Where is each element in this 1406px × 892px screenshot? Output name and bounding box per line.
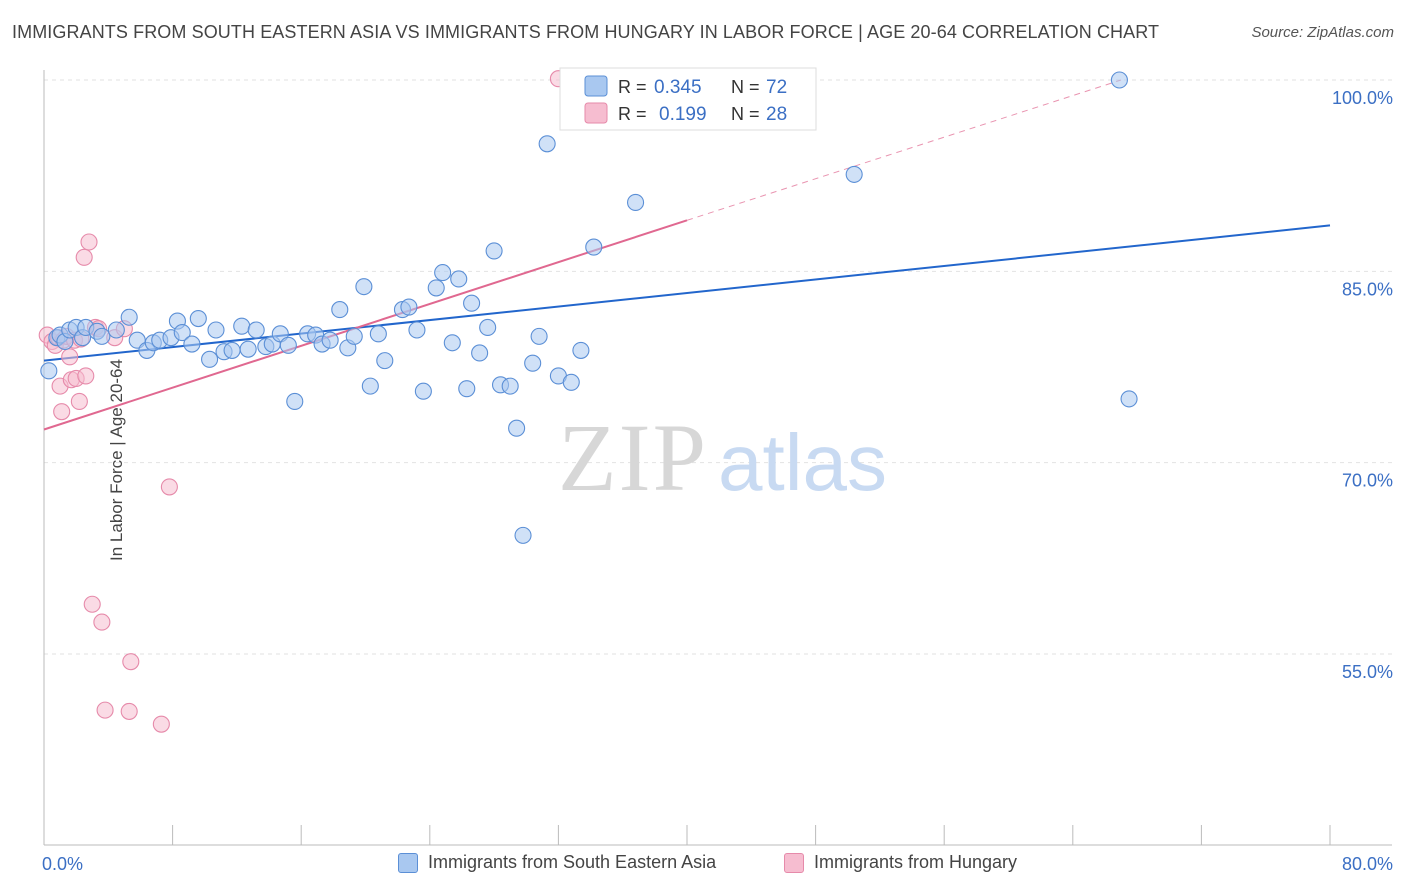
legend-swatch-blue [398, 852, 418, 873]
point-hungary [75, 248, 93, 266]
point-south-eastern-asia [361, 377, 379, 395]
chart-title: IMMIGRANTS FROM SOUTH EASTERN ASIA VS IM… [12, 22, 1160, 42]
point-south-eastern-asia [345, 327, 363, 345]
legend-label-south-eastern-asia: Immigrants from South Eastern Asia [428, 852, 717, 872]
point-south-eastern-asia [485, 242, 503, 260]
y-axis-label: In Labor Force | Age 20-64 [106, 359, 126, 561]
point-south-eastern-asia [321, 331, 339, 349]
watermark-atlas: atlas [718, 418, 887, 507]
x-tick-label: 80.0% [1342, 854, 1393, 874]
point-south-eastern-asia [530, 327, 548, 345]
trend-line-hungary [43, 219, 688, 431]
point-hungary [160, 478, 178, 496]
point-south-eastern-asia [239, 340, 257, 358]
y-tick-label: 100.0% [1332, 88, 1393, 108]
point-south-eastern-asia [845, 165, 863, 183]
point-south-eastern-asia [443, 334, 461, 352]
point-south-eastern-asia [223, 341, 241, 359]
legend-swatch-pink [784, 852, 804, 873]
point-south-eastern-asia [572, 341, 590, 359]
point-south-eastern-asia [107, 321, 125, 339]
legend-label-hungary: Immigrants from Hungary [814, 852, 1018, 872]
legend-r-label-2: R = [618, 104, 647, 124]
point-south-eastern-asia [414, 382, 432, 400]
y-tick-label: 85.0% [1342, 279, 1393, 299]
watermark-zip: ZIP [558, 404, 708, 511]
point-south-eastern-asia [279, 336, 297, 354]
legend-n-label-2: N = [731, 104, 760, 124]
point-south-eastern-asia [355, 278, 373, 296]
point-south-eastern-asia [369, 325, 387, 343]
point-hungary [152, 715, 170, 733]
legend: R = 0.345 N = 72 R = 0.199 N = 28 [559, 67, 817, 131]
point-hungary [96, 701, 114, 719]
point-south-eastern-asia [93, 327, 111, 345]
point-south-eastern-asia [376, 352, 394, 370]
axes [43, 70, 1392, 846]
point-south-eastern-asia [450, 270, 468, 288]
legend-r-label-1: R = [618, 77, 647, 97]
point-hungary [53, 403, 71, 421]
point-south-eastern-asia [408, 321, 426, 339]
trend-line-south-eastern-asia [43, 224, 1331, 362]
point-hungary [61, 348, 79, 366]
point-south-eastern-asia [331, 301, 349, 319]
point-south-eastern-asia [40, 362, 58, 380]
point-south-eastern-asia [501, 377, 519, 395]
point-south-eastern-asia [427, 279, 445, 297]
point-south-eastern-asia [207, 321, 225, 339]
point-south-eastern-asia [400, 298, 418, 316]
legend-swatch-blue [584, 75, 608, 97]
point-south-eastern-asia [508, 419, 526, 437]
point-south-eastern-asia [247, 321, 265, 339]
data-points [38, 70, 1138, 733]
y-tick-label: 55.0% [1342, 662, 1393, 682]
point-south-eastern-asia [434, 264, 452, 282]
point-south-eastern-asia [183, 335, 201, 353]
point-south-eastern-asia [173, 324, 191, 342]
legend-swatch-pink [584, 102, 608, 124]
point-south-eastern-asia [538, 135, 556, 153]
point-hungary [80, 233, 98, 251]
source-label: Source: ZipAtlas.com [1251, 24, 1394, 41]
point-hungary [70, 392, 88, 410]
point-south-eastern-asia [120, 308, 138, 326]
point-south-eastern-asia [1120, 390, 1138, 408]
point-hungary [122, 653, 140, 671]
point-south-eastern-asia [471, 344, 489, 362]
trend-lines [43, 79, 1331, 431]
legend-r-value-2: 0.199 [659, 104, 707, 125]
point-south-eastern-asia [585, 238, 603, 256]
x-tick-label: 0.0% [42, 854, 83, 874]
point-south-eastern-asia [233, 317, 251, 335]
watermark: ZIP atlas [558, 404, 887, 511]
legend-item-south-eastern-asia: Immigrants from South Eastern Asia [398, 852, 716, 873]
point-south-eastern-asia [514, 526, 532, 544]
point-south-eastern-asia [286, 392, 304, 410]
gridlines [44, 79, 1394, 655]
point-hungary [83, 595, 101, 613]
point-south-eastern-asia [562, 373, 580, 391]
point-south-eastern-asia [201, 350, 219, 368]
tick-labels: 100.0% 85.0% 70.0% 55.0% 0.0% 80.0% [42, 88, 1393, 874]
point-south-eastern-asia [1110, 71, 1128, 89]
legend-n-label-1: N = [731, 77, 760, 97]
legend-item-hungary: Immigrants from Hungary [784, 852, 1017, 873]
point-south-eastern-asia [189, 309, 207, 328]
point-south-eastern-asia [458, 380, 476, 398]
legend-n-value-2: 28 [766, 104, 787, 125]
point-south-eastern-asia [524, 354, 542, 372]
point-hungary [77, 367, 95, 385]
legend-r-value-1: 0.345 [654, 77, 702, 98]
point-south-eastern-asia [463, 294, 481, 312]
legend-n-value-1: 72 [766, 77, 787, 98]
y-tick-label: 70.0% [1342, 471, 1393, 491]
point-hungary [93, 613, 111, 631]
point-south-eastern-asia [627, 193, 645, 212]
bottom-legend: Immigrants from South Eastern Asia Immig… [0, 850, 1406, 880]
point-south-eastern-asia [479, 318, 497, 337]
point-hungary [120, 702, 138, 720]
